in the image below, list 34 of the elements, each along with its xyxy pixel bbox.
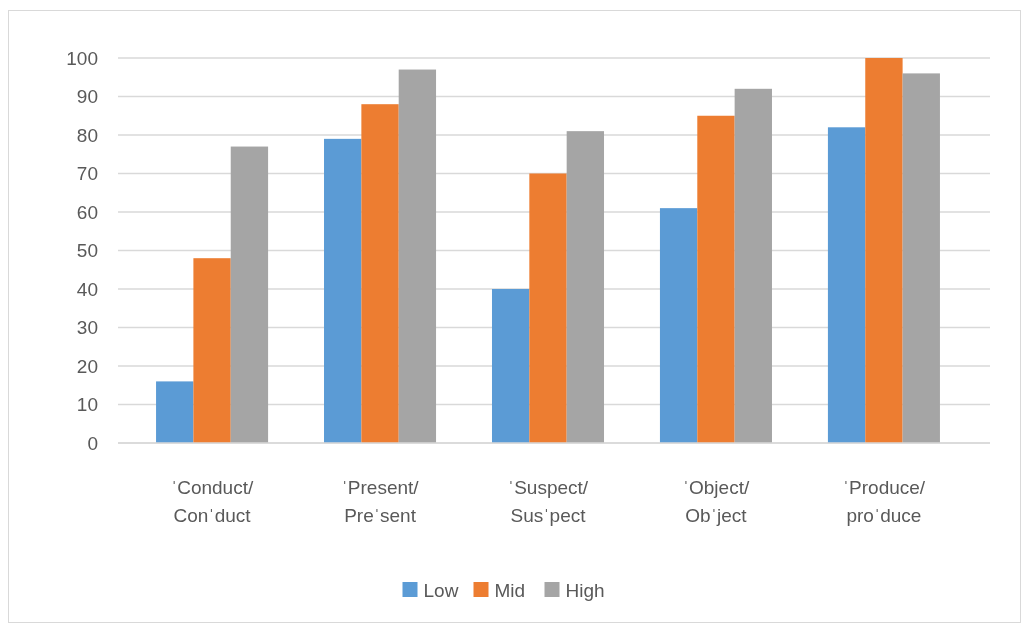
y-tick-label: 60 [76, 201, 98, 223]
bar [659, 208, 698, 443]
x-tick-label: ˈPresent/ Preˈsent [341, 477, 420, 526]
bar [697, 115, 735, 443]
bar [361, 104, 399, 443]
bar [324, 138, 362, 443]
legend-label: High [565, 579, 605, 601]
bar [902, 73, 940, 443]
y-tick-label: 20 [76, 355, 98, 377]
bar [193, 258, 231, 443]
x-tick-label: ˈProduce/ proˈduce [842, 477, 926, 526]
y-tick-label: 30 [76, 317, 98, 339]
bar [827, 127, 866, 443]
y-tick-label: 10 [76, 394, 98, 416]
bar [734, 88, 772, 443]
legend-label: Mid [494, 579, 526, 601]
y-tick-label: 50 [76, 240, 98, 262]
y-tick-label: 80 [76, 124, 98, 146]
bar [865, 58, 903, 443]
bar [398, 69, 437, 443]
bar [491, 289, 530, 443]
x-tick-label: ˈSuspect/ Susˈpect [507, 477, 589, 526]
y-tick-label: 100 [66, 47, 98, 69]
legend-label: Low [423, 579, 459, 601]
y-tick-label: 90 [76, 86, 98, 108]
y-tick-label: 70 [76, 163, 98, 185]
bar [156, 381, 194, 443]
y-tick-label: 40 [76, 278, 98, 300]
x-tick-label: ˈConduct/ Conˈduct [170, 477, 254, 526]
bar [529, 173, 567, 443]
y-tick-label: 0 [87, 432, 98, 454]
bar [230, 146, 269, 443]
x-tick-label: ˈObject/ Obˈject [682, 477, 750, 526]
bar [566, 131, 605, 443]
